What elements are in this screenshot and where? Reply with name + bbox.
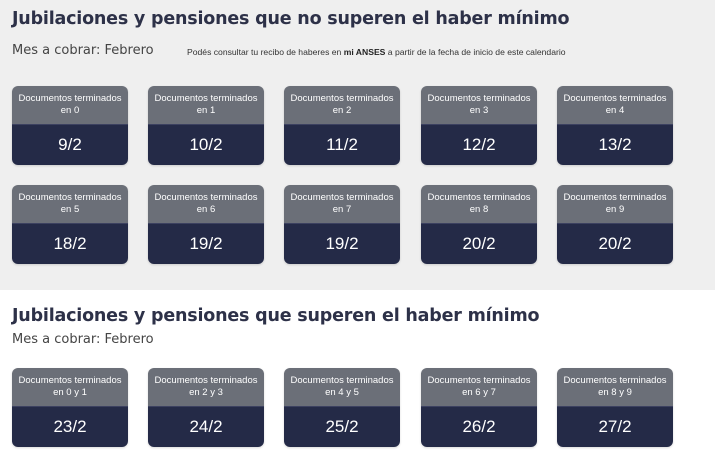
payment-card: Documentos terminados en 3 12/2 — [421, 86, 537, 165]
card-label: Documentos terminados en 2 y 3 — [148, 368, 264, 406]
mi-anses-link-text: mi ANSES — [343, 47, 386, 57]
section-title: Jubilaciones y pensiones que no superen … — [12, 9, 570, 29]
card-label: Documentos terminados en 4 — [557, 86, 673, 124]
card-label: Documentos terminados en 0 y 1 — [12, 368, 128, 406]
payment-card: Documentos terminados en 0 y 1 23/2 — [12, 368, 128, 447]
payment-card: Documentos terminados en 1 10/2 — [148, 86, 264, 165]
card-label: Documentos terminados en 4 y 5 — [284, 368, 400, 406]
card-date: 9/2 — [12, 124, 128, 165]
card-date: 13/2 — [557, 124, 673, 165]
card-label: Documentos terminados en 0 — [12, 86, 128, 124]
section-minimum-pensions: Jubilaciones y pensiones que no superen … — [0, 0, 715, 290]
receipt-note: Podés consultar tu recibo de haberes en … — [187, 47, 566, 57]
card-date: 20/2 — [421, 223, 537, 264]
card-label: Documentos terminados en 5 — [12, 185, 128, 223]
section-above-minimum-pensions: Jubilaciones y pensiones que superen el … — [0, 290, 715, 456]
card-label: Documentos terminados en 7 — [284, 185, 400, 223]
card-date: 19/2 — [284, 223, 400, 264]
month-label: Mes a cobrar: Febrero — [12, 332, 154, 347]
card-date: 12/2 — [421, 124, 537, 165]
note-suffix: a partir de la fecha de inicio de este c… — [385, 47, 566, 57]
card-date: 20/2 — [557, 223, 673, 264]
payment-card: Documentos terminados en 8 y 9 27/2 — [557, 368, 673, 447]
card-date: 26/2 — [421, 406, 537, 447]
payment-card: Documentos terminados en 9 20/2 — [557, 185, 673, 264]
card-date: 10/2 — [148, 124, 264, 165]
payment-card: Documentos terminados en 0 9/2 — [12, 86, 128, 165]
payment-card: Documentos terminados en 6 y 7 26/2 — [421, 368, 537, 447]
payment-card: Documentos terminados en 4 13/2 — [557, 86, 673, 165]
payment-card: Documentos terminados en 6 19/2 — [148, 185, 264, 264]
card-label: Documentos terminados en 2 — [284, 86, 400, 124]
month-label: Mes a cobrar: Febrero — [12, 43, 154, 58]
card-date: 24/2 — [148, 406, 264, 447]
card-label: Documentos terminados en 6 y 7 — [421, 368, 537, 406]
card-date: 23/2 — [12, 406, 128, 447]
card-date: 27/2 — [557, 406, 673, 447]
card-date: 19/2 — [148, 223, 264, 264]
card-label: Documentos terminados en 6 — [148, 185, 264, 223]
card-label: Documentos terminados en 9 — [557, 185, 673, 223]
card-date: 18/2 — [12, 223, 128, 264]
card-date: 25/2 — [284, 406, 400, 447]
payment-card: Documentos terminados en 2 y 3 24/2 — [148, 368, 264, 447]
payment-card: Documentos terminados en 5 18/2 — [12, 185, 128, 264]
card-date: 11/2 — [284, 124, 400, 165]
card-label: Documentos terminados en 8 — [421, 185, 537, 223]
payment-card: Documentos terminados en 7 19/2 — [284, 185, 400, 264]
card-label: Documentos terminados en 3 — [421, 86, 537, 124]
card-label: Documentos terminados en 1 — [148, 86, 264, 124]
payment-card: Documentos terminados en 8 20/2 — [421, 185, 537, 264]
payment-card: Documentos terminados en 4 y 5 25/2 — [284, 368, 400, 447]
payment-card: Documentos terminados en 2 11/2 — [284, 86, 400, 165]
note-prefix: Podés consultar tu recibo de haberes en — [187, 47, 344, 57]
section-title: Jubilaciones y pensiones que superen el … — [12, 306, 540, 326]
card-label: Documentos terminados en 8 y 9 — [557, 368, 673, 406]
